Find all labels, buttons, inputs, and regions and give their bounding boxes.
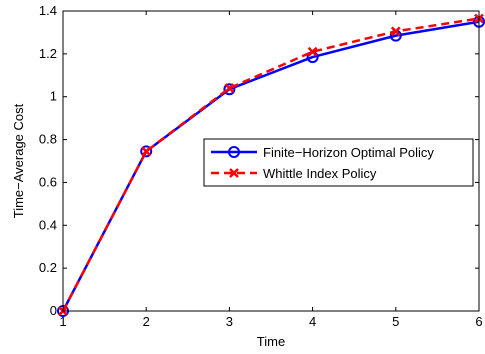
series-1-point	[307, 46, 318, 57]
series-1-point	[224, 83, 235, 94]
legend-marker-whittle	[229, 168, 239, 178]
y-tick-label: 0.4	[39, 217, 57, 232]
legend-box	[203, 138, 474, 187]
y-tick-label: 0	[50, 303, 57, 318]
x-tick-label: 6	[475, 314, 482, 329]
y-tick-label: 0.6	[39, 174, 57, 189]
plot-frame	[62, 10, 480, 312]
x-tick-label: 2	[143, 314, 150, 329]
series-0-point	[140, 145, 153, 158]
x-tick-label: 1	[59, 314, 66, 329]
series-1-point	[390, 26, 401, 37]
y-tick-label: 0.8	[39, 132, 57, 147]
series-line-1	[61, 17, 480, 312]
x-tick-label: 5	[392, 314, 399, 329]
legend-label-whittle: Whittle Index Policy	[263, 166, 377, 181]
x-tick-label: 4	[309, 314, 316, 329]
x-axis-label: Time	[257, 334, 285, 349]
series-layer	[57, 13, 485, 317]
ticks-layer: 1 2 3 4 5 6 0 0.2 0.4 0.6 0.8 1 1.2 1.4	[39, 3, 483, 329]
series-0-point	[223, 83, 236, 96]
y-tick-label: 1.2	[39, 46, 57, 61]
y-tick-label: 1	[50, 89, 57, 104]
y-axis-label: Time−Average Cost	[11, 103, 26, 218]
legend: Finite−Horizon Optimal Policy Whittle In…	[203, 138, 474, 187]
series-1-point	[141, 146, 152, 157]
legend-marker-optimal	[228, 146, 240, 158]
x-tick-label: 3	[226, 314, 233, 329]
y-tick-label: 0.2	[39, 260, 57, 275]
legend-label-optimal: Finite−Horizon Optimal Policy	[263, 145, 434, 160]
y-tick-label: 1.4	[39, 3, 57, 18]
